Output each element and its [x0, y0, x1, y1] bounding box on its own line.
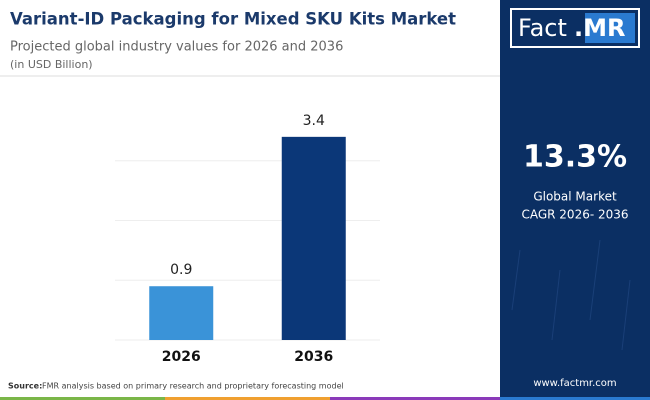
source-label: Source: — [8, 382, 42, 391]
cagr-label: CAGR 2026- 2036 — [521, 208, 628, 222]
value-label: 3.4 — [303, 113, 325, 129]
source-text: FMR analysis based on primary research a… — [42, 382, 344, 391]
value-label: 0.9 — [170, 262, 192, 278]
footer-stripe — [330, 397, 500, 400]
chart-title: Variant-ID Packaging for Mixed SKU Kits … — [10, 10, 456, 29]
bar — [281, 136, 346, 340]
unit-note: (in USD Billion) — [10, 58, 93, 71]
logo-main: Fact — [518, 14, 567, 42]
side-panel — [500, 0, 650, 397]
chart-subtitle: Projected global industry values for 202… — [10, 40, 343, 55]
cagr-label: Global Market — [533, 190, 617, 204]
panel-texture — [511, 239, 631, 351]
logo-accent-box — [585, 13, 635, 43]
footer-stripe — [0, 397, 165, 400]
x-tick-label: 2036 — [294, 349, 333, 365]
footer-stripe — [165, 397, 330, 400]
cagr-value: 13.3% — [523, 140, 627, 175]
footer-stripe — [500, 397, 650, 400]
website: www.factmr.com — [533, 378, 616, 389]
x-tick-label: 2026 — [162, 349, 201, 365]
bar — [149, 286, 214, 340]
logo-accent: .MR — [574, 14, 625, 42]
plot: 0.9 2026 3.4 2036 — [115, 113, 380, 365]
